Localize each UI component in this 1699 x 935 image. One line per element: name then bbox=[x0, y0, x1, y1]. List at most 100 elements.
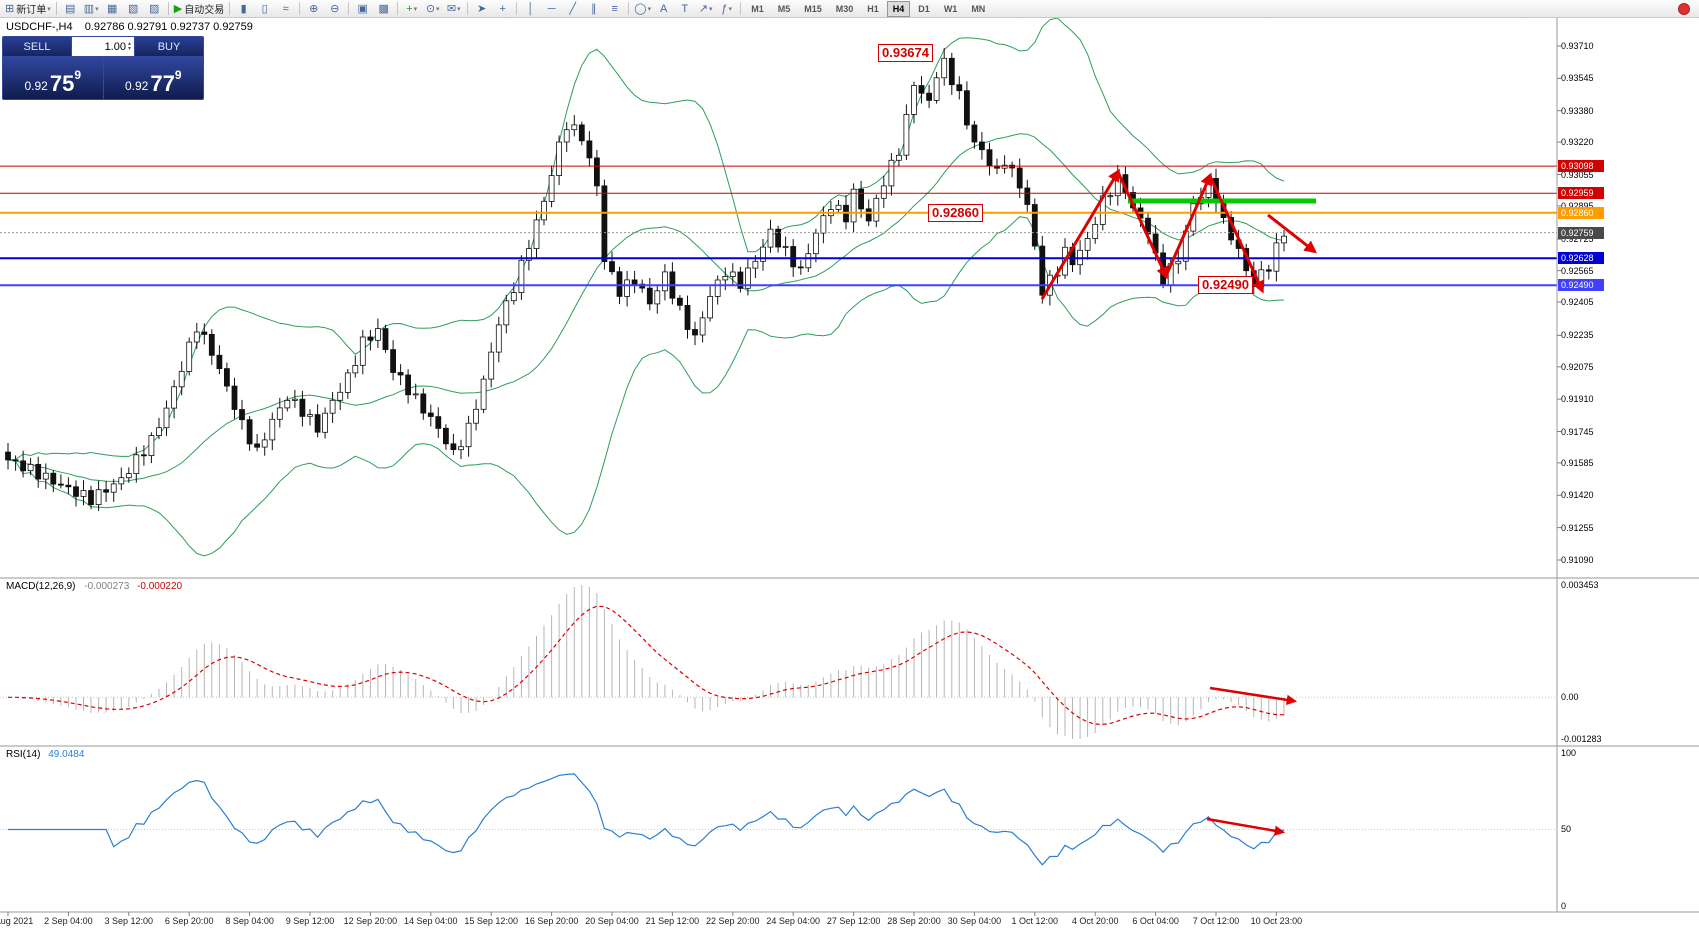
line-chart-icon[interactable]: ≈ bbox=[275, 1, 296, 17]
macd-scale-max: 0.003453 bbox=[1561, 580, 1599, 590]
volume-field[interactable]: ▴ ▾ bbox=[71, 37, 135, 56]
label-icon: T bbox=[681, 2, 689, 15]
period-icon[interactable]: ⊙ ▾ bbox=[422, 1, 443, 17]
crosshair-icon[interactable]: + bbox=[492, 1, 513, 17]
terminal-icon[interactable]: ▨ bbox=[144, 1, 165, 17]
time-axis-label: 20 Sep 04:00 bbox=[585, 916, 639, 926]
text-icon: A bbox=[660, 2, 668, 15]
tile-windows-icon[interactable]: ▣ bbox=[352, 1, 373, 17]
autotrading-icon: ▶ bbox=[173, 2, 183, 15]
shapes-icon: ◯ bbox=[634, 2, 647, 15]
time-axis-label: 22 Sep 20:00 bbox=[706, 916, 760, 926]
candlestick-chart-icon[interactable]: ▯ bbox=[254, 1, 275, 17]
caret-down-icon: ▾ bbox=[413, 5, 418, 13]
arrows-icon: ↗ bbox=[698, 2, 709, 15]
price-tick-label: 0.93380 bbox=[1561, 105, 1594, 116]
profiles-icon[interactable]: ▥ ▾ bbox=[81, 1, 102, 17]
sell-label: SELL bbox=[3, 37, 71, 56]
cursor-icon[interactable]: ➤ bbox=[471, 1, 492, 17]
timeframe-m1-button[interactable]: M1 bbox=[751, 3, 764, 14]
time-axis-label: 27 Sep 12:00 bbox=[826, 916, 881, 926]
time-axis-label: 1 Oct 12:00 bbox=[1011, 916, 1059, 926]
vertical-line-icon[interactable]: │ bbox=[520, 1, 541, 17]
timeframe-d1-button[interactable]: D1 bbox=[918, 3, 930, 14]
buy-button[interactable]: 0.92 77 9 bbox=[103, 57, 203, 99]
time-axis-label: 3 Sep 12:00 bbox=[104, 916, 154, 926]
toolbar-separator bbox=[229, 2, 231, 15]
timeframe-mn-button[interactable]: MN bbox=[971, 3, 986, 14]
time-axis-label: 15 Sep 12:00 bbox=[464, 916, 518, 926]
buy-price-big: 77 bbox=[150, 71, 175, 96]
label-icon[interactable]: T bbox=[674, 1, 695, 17]
rsi-panel-title: RSI(14) 49.0484 bbox=[6, 749, 84, 760]
sell-button[interactable]: 0.92 75 9 bbox=[3, 57, 104, 99]
arrows-icon[interactable]: ↗ ▾ bbox=[695, 1, 716, 17]
profiles-icon: ▥ bbox=[83, 2, 95, 15]
toolbar-separator bbox=[55, 2, 57, 15]
caret-down-icon: ▾ bbox=[436, 5, 440, 13]
rsi-scale-0: 0 bbox=[1561, 901, 1567, 911]
cascade-windows-icon[interactable]: ▩ bbox=[373, 1, 394, 17]
record-dot-icon bbox=[1678, 3, 1690, 15]
zoom-out-icon[interactable]: ⊖ bbox=[324, 1, 345, 17]
shapes-icon[interactable]: ◯ ▾ bbox=[632, 1, 653, 17]
chart-ohlc-values: 0.92786 0.92791 0.92737 0.92759 bbox=[84, 21, 253, 33]
caret-down-icon: ▾ bbox=[728, 5, 733, 13]
new-chart-icon[interactable]: + ▾ bbox=[401, 1, 422, 17]
indicators-icon[interactable]: ƒ ▾ bbox=[716, 1, 737, 17]
autotrading-button[interactable]: ▶ 自动交易 bbox=[172, 1, 226, 17]
spinner-down-icon[interactable]: ▾ bbox=[127, 45, 131, 52]
chart-symbol-period: USDCHF-,H4 bbox=[6, 21, 73, 33]
time-axis-label: 6 Sep 20:00 bbox=[164, 916, 214, 926]
template-icon[interactable]: ✉ ▾ bbox=[443, 1, 464, 17]
horizontal-line-icon[interactable]: ─ bbox=[541, 1, 562, 17]
price-line-label: 0.92490 bbox=[1558, 279, 1604, 292]
buy-label: BUY bbox=[135, 37, 203, 56]
time-axis-label: 21 Sep 12:00 bbox=[645, 916, 700, 926]
time-axis-label: 8 Sep 04:00 bbox=[225, 916, 274, 926]
timeframe-m30-button[interactable]: M30 bbox=[835, 3, 854, 14]
navigator-icon[interactable]: ▧ bbox=[123, 1, 144, 17]
price-callout[interactable]: 0.93674 bbox=[878, 44, 933, 63]
market-watch-icon: ▦ bbox=[107, 2, 118, 15]
volume-spinner[interactable]: ▴ ▾ bbox=[127, 40, 131, 52]
price-tick-label: 0.92725 bbox=[1561, 234, 1594, 245]
text-icon[interactable]: A bbox=[653, 1, 674, 17]
volume-input[interactable] bbox=[87, 40, 126, 53]
timeframe-m5-button[interactable]: M5 bbox=[777, 3, 791, 14]
bar-chart-icon[interactable]: ▮ bbox=[233, 1, 254, 17]
sell-price-sup: 9 bbox=[74, 68, 82, 82]
indicators-icon: ƒ bbox=[721, 2, 728, 15]
zoom-out-icon: ⊖ bbox=[330, 2, 340, 15]
spinner-up-icon[interactable]: ▴ bbox=[127, 40, 131, 47]
rsi-value: 49.0484 bbox=[48, 749, 85, 760]
caret-down-icon: ▾ bbox=[95, 5, 99, 13]
timeframe-h4-button[interactable]: H4 bbox=[886, 0, 911, 17]
time-axis-label: 10 Oct 23:00 bbox=[1250, 916, 1303, 926]
zoom-in-icon: ⊕ bbox=[309, 2, 319, 15]
time-axis-label: 12 Sep 20:00 bbox=[343, 916, 398, 926]
horizontal-line-icon: ─ bbox=[547, 2, 556, 15]
trendline-icon[interactable]: ╱ bbox=[562, 1, 583, 17]
zoom-in-icon[interactable]: ⊕ bbox=[303, 1, 324, 17]
price-line-label: 0.92959 bbox=[1558, 187, 1604, 200]
price-tick-label: 0.92075 bbox=[1561, 361, 1594, 372]
charts-icon[interactable]: ▤ bbox=[60, 1, 81, 17]
price-callout[interactable]: 0.92490 bbox=[1198, 276, 1253, 295]
new-order-button[interactable]: ⊞ 新订单 ▾ bbox=[3, 1, 53, 17]
toolbar-separator bbox=[740, 2, 742, 15]
toolbar: ⊞ 新订单 ▾ ▤ ▥ ▾ ▦ ▧ ▨ ▶ 自动交易 ▮ ▯ ≈ ⊕ ⊖ ▣ ▩ + ▾ ⊙ ▾ ✉ ▾ ➤ + │ ─ ╱ ∥ ≡ ◯ ▾ A T… bbox=[0, 0, 1699, 18]
timeframe-w1-button[interactable]: W1 bbox=[943, 3, 958, 14]
channel-icon[interactable]: ∥ bbox=[583, 1, 604, 17]
timeframe-h1-button[interactable]: H1 bbox=[867, 3, 879, 14]
market-watch-icon[interactable]: ▦ bbox=[102, 1, 123, 17]
time-axis-label: 6 Oct 04:00 bbox=[1132, 916, 1179, 926]
new-order-icon: ⊞ bbox=[5, 2, 15, 15]
trendline-icon: ╱ bbox=[569, 2, 577, 15]
time-axis-label: 9 Sep 12:00 bbox=[285, 916, 335, 926]
caret-down-icon: ▾ bbox=[457, 5, 461, 13]
fibonacci-icon[interactable]: ≡ bbox=[604, 1, 625, 17]
timeframe-m15-button[interactable]: M15 bbox=[804, 3, 822, 14]
price-callout[interactable]: 0.92860 bbox=[928, 203, 983, 222]
